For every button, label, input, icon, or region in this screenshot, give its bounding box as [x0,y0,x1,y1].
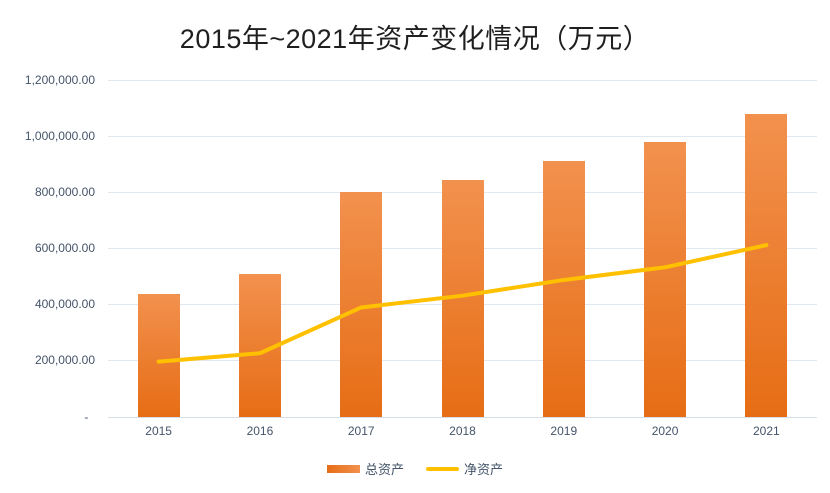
x-axis-tick-label: 2019 [550,424,578,438]
bar-2015 [137,294,180,417]
net-assets-line-series [156,243,769,364]
legend-item-net-assets: 净资产 [426,459,503,478]
legend-item-total-assets: 总资产 [326,459,404,478]
y-axis-tick-label: - [84,409,95,424]
x-axis-tick-label: 2017 [347,424,375,438]
y-axis-tick-label: 1,000,000.00 [24,128,95,143]
net-assets-line-swatch-icon [426,466,459,471]
net-assets-line [156,243,769,364]
bar-2019 [542,160,585,417]
x-axis-tick-label: 2015 [145,424,172,438]
y-axis-tick-label: 600,000.00 [34,241,95,255]
legend: 总资产 净资产 [0,459,830,478]
x-axis-tick-label: 2016 [246,424,274,438]
y-axis-tick-label: 1,200,000.00 [24,72,95,87]
plot-area [108,79,817,418]
bar-2020 [644,142,687,417]
y-axis-tick-label: 800,000.00 [34,184,95,199]
total-assets-bar-swatch-icon [326,464,360,473]
legend-label-net-assets: 净资产 [464,462,504,477]
x-axis-tick-label: 2018 [449,424,476,438]
gridline [108,416,817,418]
y-axis-tick-label: 200,000.00 [34,353,95,368]
chart-title: 2015年~2021年资产变化情况（万元） [179,24,651,54]
gridline [108,79,817,81]
y-axis-tick-label: 400,000.00 [34,297,95,312]
x-axis-tick-label: 2020 [651,424,679,438]
x-axis-tick-label: 2021 [752,424,780,438]
gridline [108,135,817,137]
legend-label-total-assets: 总资产 [364,462,404,477]
bar-2021 [745,114,788,417]
